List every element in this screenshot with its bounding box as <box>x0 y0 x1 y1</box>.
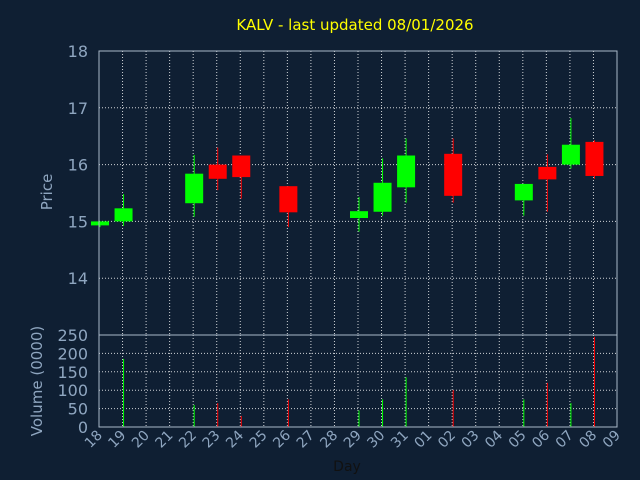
x-tick-label: 25 <box>247 428 271 452</box>
volume-tick-label: 50 <box>68 400 88 419</box>
candle-body <box>373 182 392 212</box>
x-tick-label: 06 <box>529 427 553 451</box>
candle-body <box>91 221 109 226</box>
x-tick-label: 01 <box>412 428 436 452</box>
candle-body <box>585 141 604 176</box>
volume-tick-label: 200 <box>57 344 88 363</box>
price-tick-label: 17 <box>68 99 88 118</box>
price-axis-label: Price <box>38 174 56 211</box>
x-tick-label: 24 <box>223 427 247 451</box>
candle-body <box>350 211 368 218</box>
volume-tick-label: 100 <box>57 381 88 400</box>
candle-body <box>514 183 533 201</box>
volume-grid <box>99 335 617 427</box>
x-tick-label: 28 <box>317 428 341 452</box>
price-candles <box>91 118 604 232</box>
candle-body <box>444 153 463 196</box>
volume-tick-label: 250 <box>57 326 88 345</box>
price-tick-label: 16 <box>68 156 88 175</box>
x-tick-label: 26 <box>270 427 294 451</box>
x-tick-label: 04 <box>482 427 506 451</box>
volume-plot-frame <box>98 334 618 428</box>
x-tick-label: 21 <box>153 428 177 452</box>
candle-body <box>114 208 133 222</box>
x-tick-label: 27 <box>294 428 318 452</box>
x-tick-labels: 18 19 20 21 22 23 24 25 26 27 28 29 30 31 01 02 03 04 05 06… <box>82 427 624 451</box>
price-tick-label: 14 <box>68 269 88 288</box>
candle-body <box>561 144 580 165</box>
x-tick-label: 08 <box>576 428 600 452</box>
price-tick-label: 15 <box>68 212 88 231</box>
x-tick-label: 22 <box>176 428 200 452</box>
x-tick-label: 31 <box>388 428 412 452</box>
x-tick-label: 03 <box>459 428 483 452</box>
x-tick-label: 23 <box>200 428 224 452</box>
price-tick-label: 18 <box>68 42 88 61</box>
candle-body <box>185 173 204 204</box>
x-axis-label: Day <box>333 459 361 475</box>
candle-body <box>538 166 557 180</box>
x-tick-label: 07 <box>553 428 577 452</box>
x-tick-label: 19 <box>105 428 129 452</box>
x-tick-label: 20 <box>129 428 153 452</box>
price-grid <box>99 51 617 335</box>
candle-body <box>208 164 227 179</box>
candle-body <box>397 155 416 188</box>
x-tick-label: 05 <box>506 428 530 452</box>
x-tick-label: 29 <box>341 428 365 452</box>
x-tick-label: 30 <box>364 428 388 452</box>
x-tick-label: 02 <box>435 428 459 452</box>
x-tick-label: 09 <box>600 428 624 452</box>
candle-body <box>279 186 298 213</box>
candle-body <box>232 155 251 178</box>
volume-axis-label: Volume (0000) <box>28 326 46 436</box>
chart-title: KALV - last updated 08/01/2026 <box>236 16 473 34</box>
volume-tick-label: 0 <box>78 418 88 437</box>
volume-tick-label: 150 <box>57 363 88 382</box>
volume-bars <box>123 336 595 427</box>
